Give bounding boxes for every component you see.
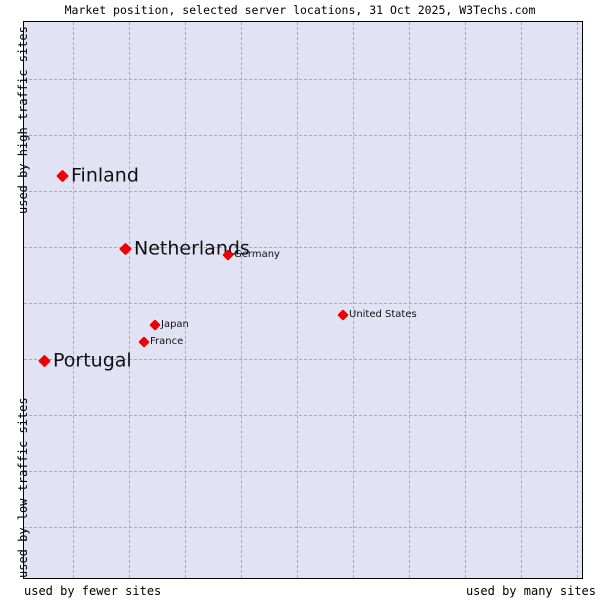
gridline-vertical — [241, 22, 242, 578]
data-point[interactable]: Netherlands — [119, 237, 250, 260]
diamond-marker-icon — [138, 336, 150, 348]
gridline-horizontal — [24, 247, 582, 248]
plot-area: Finland Netherlands Germany United States Ja… — [23, 21, 583, 579]
y-axis-label-high: used by high traffic sites — [16, 26, 30, 214]
y-axis-label-low: used by low traffic sites — [16, 397, 30, 578]
data-point[interactable]: Finland — [56, 164, 139, 187]
data-point[interactable]: United States — [337, 309, 417, 321]
gridline-horizontal — [24, 191, 582, 192]
gridline-vertical — [297, 22, 298, 578]
gridline-horizontal — [24, 359, 582, 360]
gridline-horizontal — [24, 527, 582, 528]
gridline-vertical — [521, 22, 522, 578]
x-axis-label-right: used by many sites — [465, 584, 596, 598]
diamond-marker-icon — [56, 169, 69, 183]
gridlines — [24, 22, 582, 578]
diamond-marker-icon — [222, 249, 234, 261]
gridline-horizontal — [24, 135, 582, 136]
x-axis-label-left: used by fewer sites — [24, 584, 162, 598]
gridline-horizontal — [24, 471, 582, 472]
gridline-vertical — [465, 22, 466, 578]
data-point[interactable]: Portugal — [38, 349, 132, 372]
diamond-marker-icon — [149, 319, 161, 331]
gridline-vertical — [577, 22, 578, 578]
data-point-label: Germany — [234, 249, 280, 260]
gridline-horizontal — [24, 415, 582, 416]
data-point-label: France — [150, 336, 184, 347]
data-point[interactable]: Japan — [149, 319, 189, 331]
data-point-label: Finland — [71, 164, 139, 187]
chart-title: Market position, selected server locatio… — [64, 3, 536, 17]
gridline-vertical — [73, 22, 74, 578]
gridline-horizontal — [24, 79, 582, 80]
gridline-horizontal — [24, 303, 582, 304]
gridline-vertical — [185, 22, 186, 578]
gridline-vertical — [129, 22, 130, 578]
data-point-label: United States — [349, 309, 417, 320]
data-point[interactable]: Germany — [222, 249, 280, 261]
data-point-label: Japan — [161, 319, 189, 330]
gridline-vertical — [409, 22, 410, 578]
diamond-marker-icon — [38, 354, 51, 368]
diamond-marker-icon — [337, 309, 349, 321]
data-point-label: Portugal — [53, 349, 132, 372]
data-point-label: Netherlands — [134, 237, 250, 260]
diamond-marker-icon — [119, 242, 132, 256]
data-point[interactable]: France — [138, 336, 184, 348]
gridline-vertical — [353, 22, 354, 578]
